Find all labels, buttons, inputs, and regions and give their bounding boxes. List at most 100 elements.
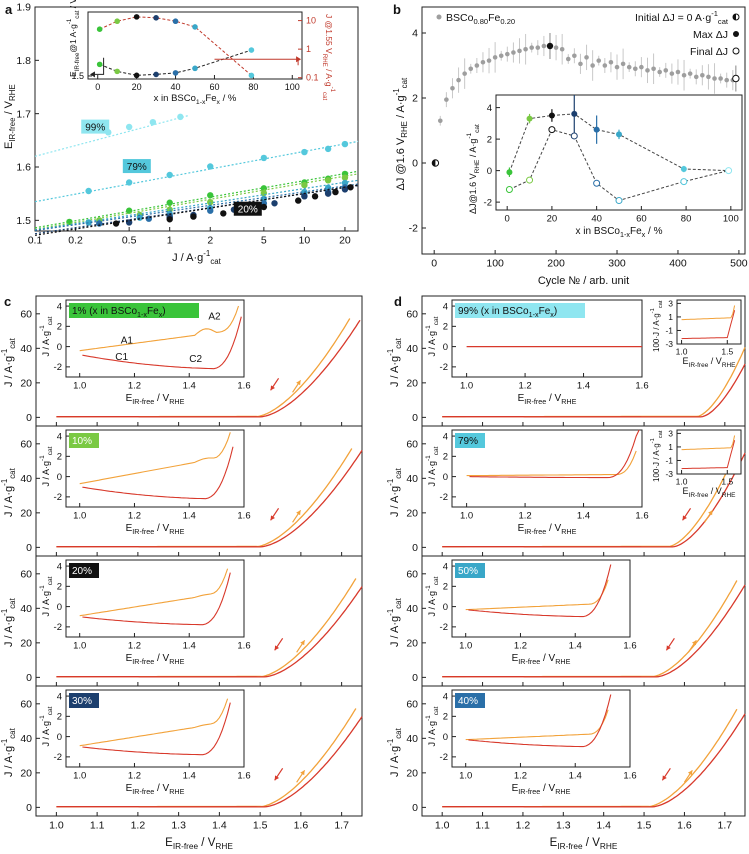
cv-inset-x-tick-label: 1.0: [73, 381, 86, 392]
data-point-10%: [301, 181, 308, 189]
cv-y-tick-label: 40: [20, 733, 32, 745]
label-part: / V: [3, 100, 15, 117]
cv-small-y-tick-label: 3: [668, 298, 673, 308]
inset-b-y-tick-label: 0: [487, 166, 492, 177]
label-part: E: [126, 783, 133, 794]
cv-inset-ylabel: J / A·g-1​cat​: [39, 316, 54, 356]
data-point-1%: [166, 199, 173, 206]
grey-data-point: [572, 53, 577, 59]
data-point-99%: [149, 119, 157, 126]
grey-data-point: [529, 45, 534, 50]
grey-data-point: [663, 68, 669, 73]
label-part: / V: [546, 393, 561, 404]
label-part: / V: [546, 523, 561, 534]
data-point-20%: [260, 203, 268, 211]
cv-inset-y-tick-label: 2: [57, 452, 62, 463]
label-part: J / A·g: [3, 746, 15, 777]
label-part: -3: [665, 469, 673, 479]
label-part: 500: [730, 258, 748, 270]
label-part: 20: [547, 214, 558, 225]
cv-y-tick-label: 0: [412, 672, 418, 684]
inset-a-J-point: [192, 24, 198, 30]
label-part: -1: [203, 249, 211, 258]
cv-backward-curve: [442, 584, 746, 678]
panel-b-y-tick-label: 4: [412, 28, 418, 40]
label-part: 0: [57, 472, 62, 483]
label-part: 20: [20, 378, 32, 390]
label-part: cat: [47, 576, 54, 585]
label-part: RHE: [169, 657, 184, 666]
label-part: -1: [0, 738, 9, 746]
label-part: 4: [57, 301, 62, 312]
label-part: IR-free: [173, 842, 199, 851]
data-point-30%: [324, 190, 332, 197]
fit-line-99%: [34, 114, 190, 157]
label-part: 1: [668, 312, 673, 322]
label-part: 2: [443, 322, 448, 333]
cv-y-tick-label: 0: [412, 542, 418, 554]
label-part: 30%: [72, 696, 92, 707]
label-part: 1: [668, 442, 673, 452]
label-part: 0.80: [473, 17, 488, 26]
label-part: E: [3, 142, 15, 149]
legend-grey-marker: [436, 14, 442, 20]
grey-data-point: [578, 61, 583, 67]
cv-inset-x-tick-label: 1.0: [459, 641, 472, 652]
cv-inset-y-tick-label: 4: [57, 301, 62, 312]
label-part: 4: [443, 561, 448, 572]
cv-y-tick-label: 20: [20, 378, 32, 390]
grey-data-point: [468, 66, 474, 72]
cv-direction-arrowhead: [270, 385, 276, 391]
inset-b-final-point: [615, 197, 623, 205]
label-part: 79%: [458, 436, 478, 447]
label-part: 2: [57, 322, 62, 333]
label-part: 99%: [85, 123, 105, 134]
label-part: x: [159, 310, 163, 319]
data-point-30%: [271, 200, 278, 207]
label-part: 1.6: [635, 381, 648, 392]
cv-inset-y-tick-label: 2: [443, 452, 448, 463]
label-part: 4: [443, 691, 448, 702]
annotation-C2: C2: [189, 354, 202, 365]
label-part: Fe: [488, 12, 500, 24]
cv-inset-x-tick-label: 1.0: [73, 641, 86, 652]
inset-a-x-tick-label: 80: [248, 82, 258, 92]
grey-data-point: [511, 50, 516, 55]
cv-inset-forward-curve: [79, 305, 240, 352]
data-point-10%: [207, 199, 214, 206]
inset-a-yr-tick-label: 1: [306, 44, 311, 54]
label-part: 60: [20, 438, 32, 450]
label-part: / V: [154, 653, 169, 664]
label-part: 1.6: [677, 820, 692, 832]
panel-b-xlabel: Cycle № / arb. unit: [538, 275, 629, 287]
label-part: IR-free: [132, 787, 154, 796]
grey-data-point: [633, 66, 638, 72]
cv-ylabel: J / A·g-1​cat​: [0, 337, 17, 387]
label-part: Fe: [147, 306, 159, 317]
cv-inset-y-tick-label: -2: [440, 492, 448, 503]
label-part: J / A·g: [41, 461, 51, 487]
label-part: 40: [20, 473, 32, 485]
label-part: 60: [406, 568, 418, 580]
label-part: 1.0: [73, 511, 86, 522]
cv-x-tick-label: 1.1: [90, 820, 105, 832]
inset-a-xlabel: x in BSCo1-x​Fex​ / %: [154, 93, 237, 106]
cv-y-tick-label: 40: [406, 473, 418, 485]
inset-b-final-point: [526, 176, 534, 184]
series-tag-label: 99%: [85, 123, 105, 134]
inset-a-E-point: [192, 65, 198, 72]
label-part: A2: [208, 311, 221, 322]
cv-small-x-tick-label: 1.0: [676, 347, 688, 357]
panel-b-x-tick-label: 500: [730, 258, 748, 270]
panel-a-y-tick-label: 1.8: [16, 55, 31, 67]
label-part: 1.6: [237, 771, 250, 782]
label-part: E: [68, 71, 78, 77]
label-part: cat: [8, 337, 17, 348]
inset-a-x-tick-label: 20: [132, 82, 142, 92]
cv-inset-x-tick-label: 1.4: [577, 511, 590, 522]
label-part: 0: [57, 732, 62, 743]
inset-a-arrowhead-left: [89, 71, 95, 78]
grey-data-point: [559, 46, 565, 52]
label-part: IR-free: [518, 657, 540, 666]
cv-small-x-tick-label: 1.5: [721, 347, 733, 357]
